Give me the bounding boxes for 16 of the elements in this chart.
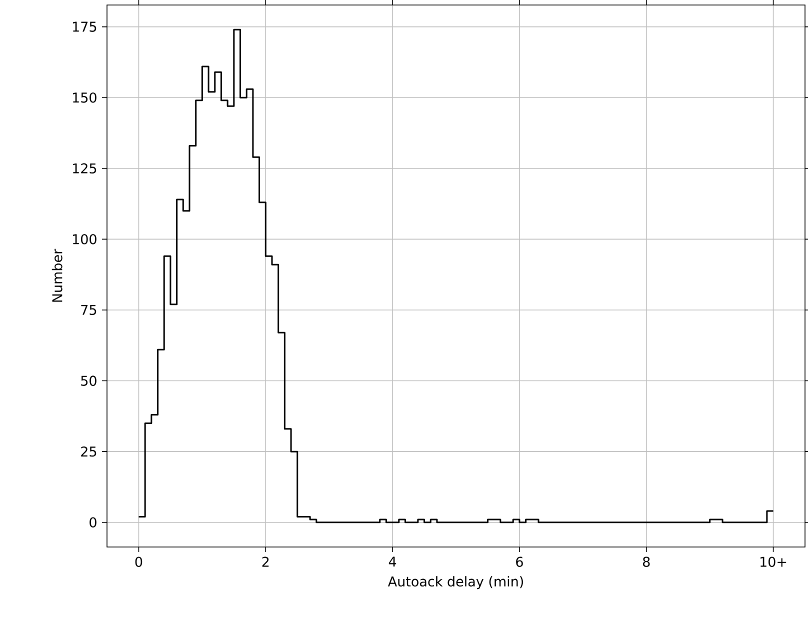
y-tick-label: 100 [73,234,96,244]
y-tick-label: 0 [90,517,96,528]
x-tick-label: 10+ [760,556,786,567]
x-tick-label: 2 [262,556,269,567]
y-tick-label: 125 [73,163,96,174]
x-tick-label: 6 [516,556,523,567]
x-tick-label: 0 [135,556,142,567]
y-tick-label: 150 [73,92,96,103]
y-tick-label: 75 [81,304,96,315]
x-tick-label: 4 [388,556,396,567]
x-axis-title: Autoack delay (min) [388,576,524,590]
y-tick-label: 175 [73,22,96,32]
y-tick-label: 25 [81,446,96,457]
x-tick-label: 8 [643,556,650,567]
y-tick-label: 50 [81,376,96,386]
y-axis-title: Number [52,248,62,302]
